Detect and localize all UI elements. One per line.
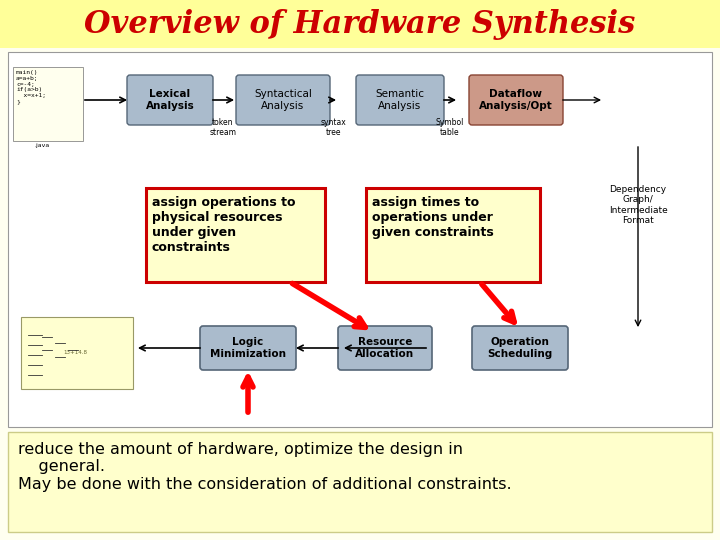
FancyBboxPatch shape bbox=[338, 326, 432, 370]
FancyBboxPatch shape bbox=[366, 188, 540, 282]
Text: 13+14.8: 13+14.8 bbox=[63, 350, 87, 355]
FancyBboxPatch shape bbox=[8, 52, 712, 427]
FancyBboxPatch shape bbox=[146, 188, 325, 282]
FancyBboxPatch shape bbox=[0, 0, 720, 48]
Text: reduce the amount of hardware, optimize the design in
    general.
May be done w: reduce the amount of hardware, optimize … bbox=[18, 442, 512, 492]
Text: Dependency
Graph/
Intermediate
Format: Dependency Graph/ Intermediate Format bbox=[608, 185, 667, 225]
Text: Semantic
Analysis: Semantic Analysis bbox=[376, 89, 425, 111]
Text: Operation
Scheduling: Operation Scheduling bbox=[487, 337, 553, 359]
Text: Symbol
table: Symbol table bbox=[436, 118, 464, 137]
FancyBboxPatch shape bbox=[21, 317, 133, 389]
Text: Dataflow
Analysis/Opt: Dataflow Analysis/Opt bbox=[479, 89, 553, 111]
Text: Lexical
Analysis: Lexical Analysis bbox=[145, 89, 194, 111]
Text: .java: .java bbox=[34, 143, 49, 148]
FancyBboxPatch shape bbox=[200, 326, 296, 370]
Text: assign times to
operations under
given constraints: assign times to operations under given c… bbox=[372, 196, 494, 239]
FancyBboxPatch shape bbox=[13, 67, 83, 141]
FancyBboxPatch shape bbox=[236, 75, 330, 125]
Text: syntax
tree: syntax tree bbox=[320, 118, 346, 137]
Text: Resource
Allocation: Resource Allocation bbox=[356, 337, 415, 359]
Text: Logic
Minimization: Logic Minimization bbox=[210, 337, 286, 359]
FancyBboxPatch shape bbox=[472, 326, 568, 370]
Text: assign operations to
physical resources
under given
constraints: assign operations to physical resources … bbox=[152, 196, 295, 254]
FancyBboxPatch shape bbox=[469, 75, 563, 125]
Text: Overview of Hardware Synthesis: Overview of Hardware Synthesis bbox=[84, 9, 636, 39]
FancyBboxPatch shape bbox=[8, 432, 712, 532]
Text: token
stream: token stream bbox=[210, 118, 236, 137]
FancyBboxPatch shape bbox=[127, 75, 213, 125]
Text: main()
a=a+b;
c=-4;
if(a>b)
  x=x+1;
}: main() a=a+b; c=-4; if(a>b) x=x+1; } bbox=[16, 70, 46, 104]
FancyBboxPatch shape bbox=[356, 75, 444, 125]
Text: Syntactical
Analysis: Syntactical Analysis bbox=[254, 89, 312, 111]
